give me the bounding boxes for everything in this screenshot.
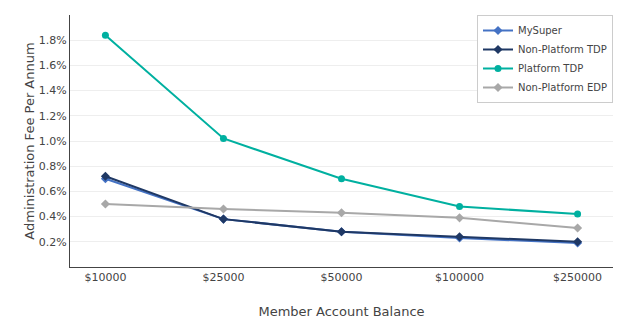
- svg-text:MySuper: MySuper: [518, 25, 563, 36]
- svg-text:1.6%: 1.6%: [39, 59, 67, 72]
- svg-text:$50000: $50000: [321, 271, 363, 284]
- svg-text:$10000: $10000: [84, 271, 126, 284]
- svg-text:0.4%: 0.4%: [39, 210, 67, 223]
- svg-text:Non-Platform TDP: Non-Platform TDP: [518, 44, 607, 55]
- svg-text:$100000: $100000: [435, 271, 484, 284]
- svg-text:Non-Platform EDP: Non-Platform EDP: [518, 82, 607, 93]
- svg-text:1.2%: 1.2%: [39, 110, 67, 123]
- svg-text:Platform TDP: Platform TDP: [518, 63, 583, 74]
- svg-text:1.4%: 1.4%: [39, 84, 67, 97]
- svg-text:Member Account Balance: Member Account Balance: [258, 304, 424, 319]
- svg-text:$250000: $250000: [553, 271, 602, 284]
- svg-text:1.8%: 1.8%: [39, 34, 67, 47]
- svg-text:1.0%: 1.0%: [39, 135, 67, 148]
- svg-text:0.8%: 0.8%: [39, 160, 67, 173]
- svg-text:Administration Fee Per Annum: Administration Fee Per Annum: [22, 42, 37, 239]
- svg-text:0.6%: 0.6%: [39, 185, 67, 198]
- svg-text:0.2%: 0.2%: [39, 236, 67, 249]
- svg-text:$25000: $25000: [202, 271, 244, 284]
